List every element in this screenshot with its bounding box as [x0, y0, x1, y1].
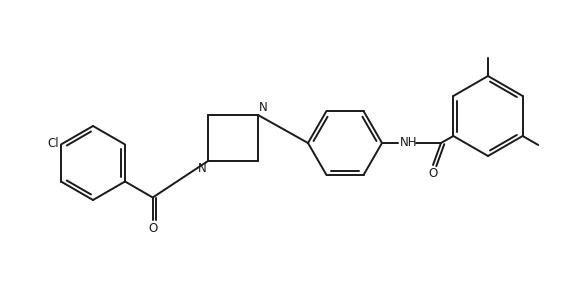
Text: NH: NH: [400, 136, 417, 148]
Text: N: N: [259, 101, 268, 114]
Text: Cl: Cl: [47, 137, 59, 150]
Text: O: O: [428, 167, 437, 180]
Text: N: N: [198, 162, 207, 175]
Text: O: O: [148, 221, 158, 235]
